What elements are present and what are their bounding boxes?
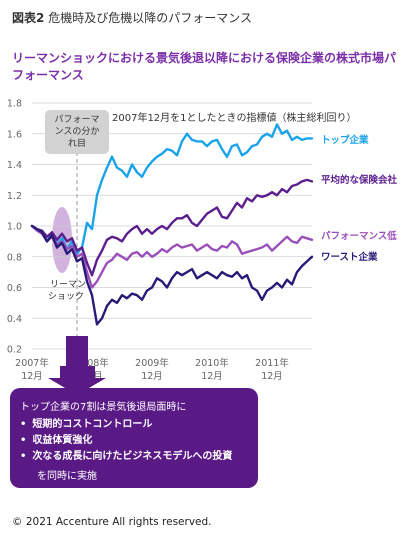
y-tick-label: 1.6 bbox=[7, 129, 22, 140]
x-tick-label: 12月 bbox=[201, 371, 223, 382]
copyright: © 2021 Accenture All rights reserved. bbox=[12, 516, 212, 528]
x-tick-label: 12月 bbox=[261, 371, 283, 382]
callout-item: 短期的コストコントロール bbox=[20, 417, 232, 433]
y-tick-label: 1.8 bbox=[7, 99, 22, 110]
callout-item: 収益体質強化 bbox=[20, 433, 232, 449]
series-label: トップ企業 bbox=[321, 134, 369, 146]
callout-footer: を同時に実施 bbox=[37, 471, 97, 482]
series-line bbox=[30, 123, 314, 255]
x-tick-label: 12月 bbox=[141, 371, 163, 382]
arrow-stem bbox=[66, 336, 88, 378]
callout-list: 短期的コストコントロール 収益体質強化 次なる成長に向けたビジネスモデルへの投資 bbox=[20, 417, 232, 465]
y-tick-label: 0.4 bbox=[7, 314, 22, 325]
series-label: ワースト企業 bbox=[321, 251, 378, 263]
y-tick-label: 0.8 bbox=[7, 252, 22, 263]
x-tick-label: 2010年 bbox=[195, 357, 229, 369]
lehman-label-line: ショック bbox=[48, 291, 84, 302]
series-label: パフォーマンス低 bbox=[321, 230, 397, 242]
series-line bbox=[30, 224, 314, 326]
x-tick-label: 12月 bbox=[21, 371, 43, 382]
x-tick-label: 2011年 bbox=[255, 357, 289, 369]
y-tick-label: 0.6 bbox=[7, 283, 22, 294]
chart-annotation: 2007年12月を1としたときの指標値（株主総利回り） bbox=[112, 111, 357, 124]
divider-label-box bbox=[45, 110, 109, 154]
callout-box: トップ企業の7割は景気後退局面時に 短期的コストコントロール 収益体質強化 次な… bbox=[10, 388, 258, 488]
divider-label-line: れ目 bbox=[68, 138, 86, 149]
figure-label: 図表2 危機時及び危機以降のパフォーマンス bbox=[12, 9, 252, 26]
y-tick-label: 1.0 bbox=[7, 222, 22, 233]
y-tick-label: 0.2 bbox=[7, 345, 22, 356]
divider-label-line: ンスの分か bbox=[55, 126, 100, 137]
divider-label-line: パフォーマ bbox=[54, 114, 99, 125]
lehman-label-line: リーマン bbox=[50, 280, 86, 290]
series-line bbox=[30, 178, 314, 277]
series-line bbox=[30, 224, 314, 289]
y-tick-label: 1.4 bbox=[7, 160, 22, 171]
arrow-shape bbox=[48, 366, 106, 395]
figure-number: 図表2 bbox=[12, 11, 45, 25]
callout-item: 次なる成長に向けたビジネスモデルへの投資 bbox=[20, 449, 232, 465]
callout-headline: トップ企業の7割は景気後退局面時に bbox=[20, 402, 187, 413]
x-tick-label: 2007年 bbox=[15, 357, 49, 369]
series-label: 平均的な保険会社 bbox=[321, 174, 398, 186]
x-tick-label: 2009年 bbox=[135, 357, 169, 369]
chart-title: リーマンショックにおける景気後退以降における保険企業の株式市場パフォーマンス bbox=[12, 51, 397, 82]
y-tick-label: 1.2 bbox=[7, 191, 22, 202]
figure-caption: 危機時及び危機以降のパフォーマンス bbox=[48, 11, 252, 25]
